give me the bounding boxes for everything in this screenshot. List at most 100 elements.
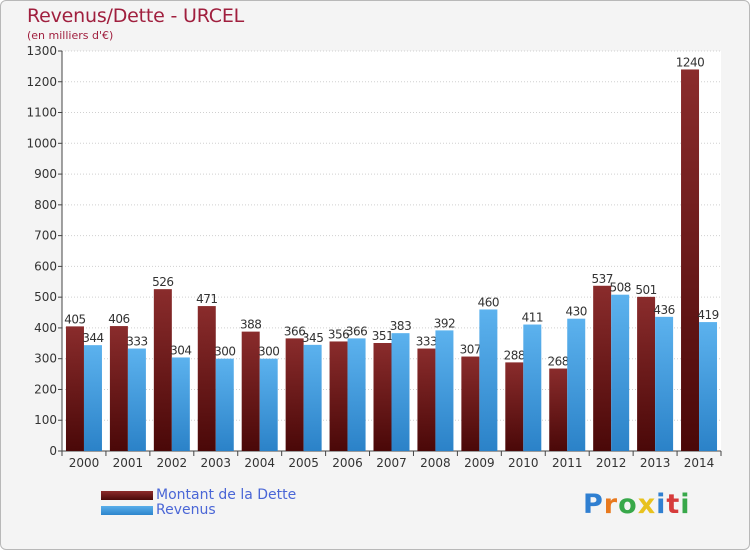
legend-item-revenus: Revenus bbox=[101, 503, 216, 517]
legend-item-dette: Montant de la Dette bbox=[101, 488, 296, 502]
data-label-revenus: 333 bbox=[126, 335, 147, 349]
data-label-dette: 333 bbox=[416, 335, 437, 349]
bar-dette bbox=[637, 296, 656, 451]
y-tick-label: 400 bbox=[34, 321, 57, 335]
bar-dette bbox=[373, 343, 392, 451]
x-tick-label: 2014 bbox=[684, 456, 715, 470]
y-tick-label: 1100 bbox=[26, 106, 57, 120]
y-tick-label: 0 bbox=[49, 444, 57, 458]
bar-dette bbox=[461, 356, 480, 451]
data-label-revenus: 345 bbox=[302, 331, 323, 345]
x-tick-label: 2006 bbox=[332, 456, 363, 470]
y-tick-label: 500 bbox=[34, 290, 57, 304]
logo-letter: x bbox=[637, 489, 657, 520]
bar-dette bbox=[417, 348, 436, 451]
bar-revenus bbox=[215, 358, 234, 451]
bar-revenus bbox=[303, 344, 322, 451]
y-tick-label: 300 bbox=[34, 352, 57, 366]
y-tick-label: 1200 bbox=[26, 75, 57, 89]
bar-dette bbox=[197, 306, 216, 451]
data-label-dette: 471 bbox=[196, 292, 217, 306]
data-label-revenus: 300 bbox=[214, 345, 235, 359]
x-tick-label: 2010 bbox=[508, 456, 539, 470]
logo-letter: i bbox=[680, 489, 691, 520]
data-label-dette: 351 bbox=[372, 329, 393, 343]
logo-letter: i bbox=[656, 489, 667, 520]
bar-dette bbox=[109, 326, 128, 451]
y-tick-label: 1300 bbox=[26, 44, 57, 58]
x-tick-label: 2008 bbox=[420, 456, 451, 470]
bar-dette bbox=[65, 326, 84, 451]
y-tick-label: 600 bbox=[34, 259, 57, 273]
bar-dette bbox=[593, 285, 612, 451]
data-label-dette: 405 bbox=[64, 312, 85, 326]
data-label-revenus: 392 bbox=[434, 316, 455, 330]
x-tick-label: 2011 bbox=[552, 456, 583, 470]
data-label-dette: 307 bbox=[460, 343, 481, 357]
data-label-dette: 388 bbox=[240, 318, 261, 332]
data-label-revenus: 411 bbox=[522, 311, 543, 325]
logo-letter: P bbox=[583, 489, 604, 520]
bar-dette bbox=[681, 69, 700, 451]
bar-revenus bbox=[127, 348, 146, 451]
data-label-revenus: 366 bbox=[346, 324, 367, 338]
data-label-revenus: 508 bbox=[609, 281, 630, 295]
logo-letter: r bbox=[603, 489, 619, 520]
data-label-dette: 1240 bbox=[676, 55, 705, 69]
x-tick-label: 2007 bbox=[376, 456, 407, 470]
y-tick-label: 1000 bbox=[26, 136, 57, 150]
data-label-revenus: 304 bbox=[170, 343, 191, 357]
x-tick-label: 2002 bbox=[157, 456, 188, 470]
x-tick-label: 2009 bbox=[464, 456, 495, 470]
bar-revenus bbox=[655, 316, 674, 451]
bar-dette bbox=[285, 338, 304, 451]
bar-revenus bbox=[567, 318, 586, 451]
bar-revenus bbox=[523, 324, 542, 451]
legend-swatch-dette bbox=[101, 490, 153, 500]
bar-dette bbox=[549, 368, 568, 451]
x-tick-label: 2001 bbox=[113, 456, 144, 470]
x-tick-label: 2003 bbox=[200, 456, 231, 470]
bar-dette bbox=[153, 289, 172, 451]
bar-revenus bbox=[699, 322, 718, 451]
bar-revenus bbox=[259, 358, 278, 451]
bar-revenus bbox=[83, 345, 102, 451]
y-tick-label: 200 bbox=[34, 382, 57, 396]
data-label-dette: 406 bbox=[108, 312, 129, 326]
data-label-dette: 501 bbox=[635, 283, 656, 297]
data-label-revenus: 460 bbox=[478, 295, 499, 309]
y-tick-label: 900 bbox=[34, 167, 57, 181]
data-label-dette: 366 bbox=[284, 324, 305, 338]
data-label-revenus: 383 bbox=[390, 319, 411, 333]
data-label-dette: 288 bbox=[504, 348, 525, 362]
x-tick-label: 2005 bbox=[288, 456, 319, 470]
data-label-revenus: 419 bbox=[697, 308, 718, 322]
bar-revenus bbox=[611, 294, 630, 451]
bar-revenus bbox=[171, 357, 190, 451]
bar-revenus bbox=[391, 333, 410, 451]
x-tick-label: 2000 bbox=[69, 456, 100, 470]
legend-swatch-revenus bbox=[101, 505, 153, 515]
bar-dette bbox=[329, 341, 348, 451]
logo-letter: t bbox=[666, 489, 681, 520]
x-tick-label: 2012 bbox=[596, 456, 627, 470]
bar-revenus bbox=[435, 330, 454, 451]
data-label-revenus: 430 bbox=[566, 305, 587, 319]
logo-letter: o bbox=[618, 489, 638, 520]
bar-revenus bbox=[347, 338, 366, 451]
x-tick-label: 2013 bbox=[640, 456, 671, 470]
y-tick-label: 800 bbox=[34, 198, 57, 212]
x-tick-label: 2004 bbox=[244, 456, 275, 470]
legend-label-dette: Montant de la Dette bbox=[156, 487, 297, 503]
chart-subtitle: (en milliers d'€) bbox=[27, 29, 114, 42]
data-label-revenus: 300 bbox=[258, 345, 279, 359]
bar-revenus bbox=[479, 309, 498, 451]
bar-dette bbox=[505, 362, 524, 451]
y-tick-label: 700 bbox=[34, 229, 57, 243]
data-label-dette: 356 bbox=[328, 327, 349, 341]
data-label-revenus: 436 bbox=[653, 303, 674, 317]
data-label-revenus: 344 bbox=[82, 331, 103, 345]
y-tick-label: 100 bbox=[34, 413, 57, 427]
